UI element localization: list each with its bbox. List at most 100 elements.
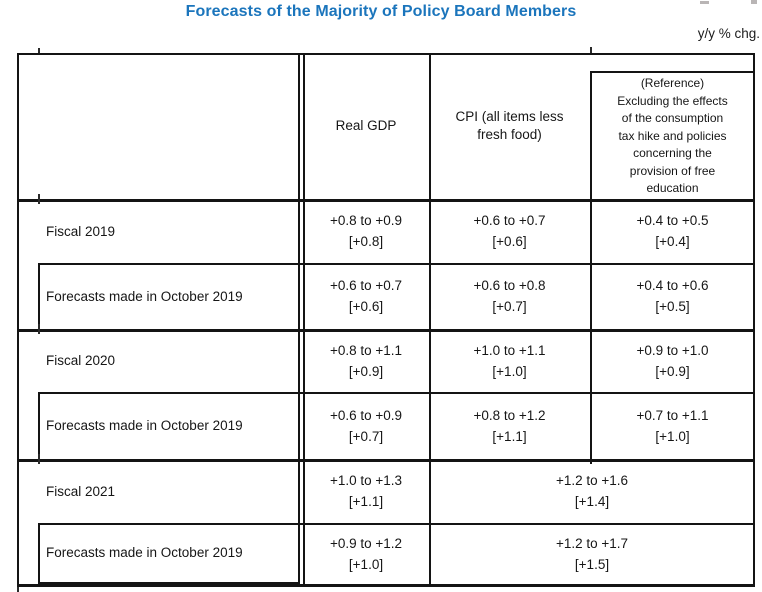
- value-range: +0.6 to +0.9: [329, 407, 403, 423]
- group-divider: [17, 459, 755, 462]
- tick-mark: [17, 587, 19, 592]
- column-header-label: CPI (all items less fresh food): [455, 109, 564, 142]
- value-point: [+1.0]: [655, 428, 690, 444]
- value-point: [+1.1]: [492, 428, 527, 444]
- cell-value: +0.6 to +0.7 [+0.6]: [429, 199, 590, 263]
- tick-mark: [590, 47, 592, 53]
- value-point: [+0.8]: [348, 234, 384, 249]
- reference-line: education: [646, 181, 699, 195]
- subrow-divider: [38, 392, 755, 394]
- value-range: +0.8 to +1.1: [329, 342, 403, 358]
- reference-line: provision of free: [629, 163, 716, 178]
- value-point: [+1.4]: [574, 494, 610, 509]
- row-label-fiscal-2020: Fiscal 2020: [46, 329, 296, 392]
- cell-value: +0.9 to +1.0 [+0.9]: [590, 329, 755, 392]
- table-border-left: [17, 53, 19, 587]
- cell-value-merged: +1.2 to +1.7 [+1.5]: [429, 523, 755, 584]
- subrow-divider: [38, 523, 755, 525]
- cell-value: +0.8 to +0.9 [+0.8]: [303, 199, 429, 263]
- value-range: +0.4 to +0.6: [636, 278, 709, 293]
- column-divider-double-outer: [298, 53, 300, 587]
- value-range: +0.6 to +0.7: [473, 213, 546, 228]
- table-border-bottom: [17, 584, 755, 587]
- unit-note: y/y % chg.: [697, 26, 760, 41]
- row-label-text: Fiscal 2021: [46, 483, 116, 499]
- value-point: [+0.9]: [655, 363, 690, 379]
- row-label-forecasts-oct-2019: Forecasts made in October 2019: [46, 392, 296, 459]
- row-label-text: Forecasts made in October 2019: [46, 288, 243, 304]
- reference-line: of the consumption: [621, 111, 724, 125]
- cell-value: +0.6 to +0.9 [+0.7]: [303, 392, 429, 459]
- row-label-text: Fiscal 2020: [46, 353, 116, 368]
- inset-box-bottom: [38, 582, 298, 584]
- row-label-forecasts-oct-2019: Forecasts made in October 2019: [46, 263, 296, 329]
- cell-value: +1.0 to +1.3 [+1.1]: [303, 459, 429, 523]
- cell-value: +0.8 to +1.1 [+0.9]: [303, 329, 429, 392]
- cutoff-text-fragment: [751, 0, 757, 4]
- reference-title: (Reference): [640, 76, 705, 90]
- column-divider-double-inner: [303, 53, 305, 587]
- value-point: [+1.0]: [348, 556, 384, 572]
- value-range: +0.6 to +0.8: [473, 278, 546, 293]
- value-range: +0.7 to +1.1: [636, 407, 709, 423]
- column-header-label: Real GDP: [335, 118, 397, 133]
- value-point: [+0.6]: [348, 299, 384, 314]
- cell-value: +0.9 to +1.2 [+1.0]: [303, 523, 429, 584]
- reference-line: concerning the: [633, 146, 712, 160]
- row-label-text: Forecasts made in October 2019: [46, 418, 243, 433]
- value-range: +0.4 to +0.5: [636, 213, 709, 228]
- reference-line: Excluding the effects: [617, 93, 728, 108]
- group-divider: [17, 329, 755, 332]
- cell-value: +0.8 to +1.2 [+1.1]: [429, 392, 590, 459]
- value-point: [+1.1]: [348, 494, 384, 509]
- cutoff-text-fragment: [700, 1, 709, 4]
- cell-value: +0.7 to +1.1 [+1.0]: [590, 392, 755, 459]
- row-label-forecasts-oct-2019: Forecasts made in October 2019: [46, 523, 296, 582]
- cell-value: +0.4 to +0.6 [+0.5]: [590, 263, 755, 329]
- value-point: [+0.4]: [655, 234, 690, 249]
- value-range: +0.8 to +0.9: [329, 213, 403, 228]
- row-label-text: Fiscal 2019: [46, 223, 116, 239]
- table-border-right: [753, 53, 755, 587]
- value-range: +0.6 to +0.7: [329, 278, 403, 293]
- column-header-real-gdp: Real GDP: [303, 53, 429, 199]
- cell-value: +0.4 to +0.5 [+0.4]: [590, 199, 755, 263]
- column-header-cpi: CPI (all items less fresh food): [429, 53, 590, 199]
- tick-mark: [38, 454, 40, 464]
- cell-value: +1.0 to +1.1 [+1.0]: [429, 329, 590, 392]
- inset-box-left: [38, 392, 40, 459]
- cell-value: +0.6 to +0.7 [+0.6]: [303, 263, 429, 329]
- value-range: +1.2 to +1.6: [555, 473, 629, 488]
- column-divider-gdp-cpi: [429, 53, 431, 587]
- row-label-text: Forecasts made in October 2019: [46, 545, 243, 560]
- cell-value-merged: +1.2 to +1.6 [+1.4]: [429, 459, 755, 523]
- value-range: +0.9 to +1.0: [636, 342, 709, 358]
- inset-box-left: [38, 263, 40, 329]
- cell-value: +0.6 to +0.8 [+0.7]: [429, 263, 590, 329]
- tick-mark: [38, 324, 40, 334]
- value-point: [+0.7]: [348, 428, 384, 444]
- tick-mark: [38, 194, 40, 204]
- row-label-fiscal-2019: Fiscal 2019: [46, 199, 296, 263]
- value-range: +0.8 to +1.2: [473, 407, 546, 423]
- row-label-fiscal-2021: Fiscal 2021: [46, 459, 296, 523]
- header-divider: [17, 199, 755, 202]
- page-title: Forecasts of the Majority of Policy Boar…: [185, 3, 577, 20]
- value-point: [+1.0]: [492, 363, 527, 379]
- value-range: +1.0 to +1.1: [473, 342, 546, 358]
- value-range: +1.0 to +1.3: [329, 473, 403, 488]
- column-divider-cpi-reference: [590, 71, 592, 464]
- forecast-table: Real GDP CPI (all items less fresh food)…: [17, 47, 755, 592]
- value-range: +1.2 to +1.7: [555, 535, 629, 551]
- value-point: [+0.6]: [492, 234, 527, 249]
- value-point: [+1.5]: [574, 556, 610, 572]
- subrow-divider: [38, 263, 755, 265]
- value-point: [+0.5]: [655, 299, 690, 314]
- tick-mark: [38, 48, 40, 53]
- value-point: [+0.9]: [348, 363, 384, 379]
- value-range: +0.9 to +1.2: [329, 535, 403, 551]
- value-point: [+0.7]: [492, 299, 527, 314]
- reference-line: tax hike and policies: [618, 128, 727, 143]
- reference-box-top: [590, 71, 755, 73]
